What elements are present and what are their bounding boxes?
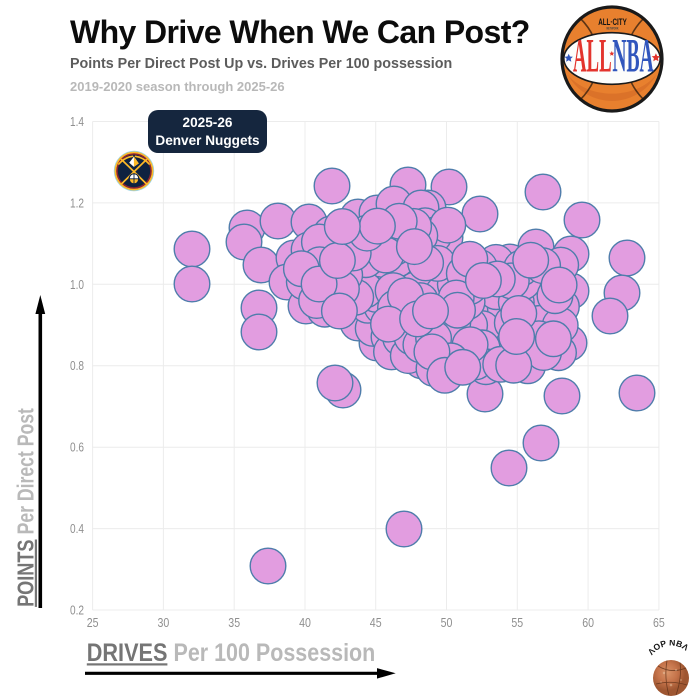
svg-text:ΛOP NBΛ: ΛOP NBΛ bbox=[646, 640, 691, 657]
svg-text:0.4: 0.4 bbox=[70, 521, 84, 536]
svg-text:35: 35 bbox=[228, 615, 240, 630]
svg-text:50: 50 bbox=[441, 615, 453, 630]
svg-text:0.8: 0.8 bbox=[70, 358, 84, 373]
svg-text:55: 55 bbox=[511, 615, 523, 630]
svg-text:65: 65 bbox=[653, 615, 665, 630]
svg-text:25: 25 bbox=[87, 615, 99, 630]
svg-text:Per 100 Possession: Per 100 Possession bbox=[174, 640, 376, 667]
svg-text:ALL·CITY: ALL·CITY bbox=[598, 17, 627, 28]
svg-text:30: 30 bbox=[158, 615, 170, 630]
svg-text:ALL: ALL bbox=[572, 29, 611, 82]
svg-text:1.2: 1.2 bbox=[70, 195, 84, 210]
svg-text:POINTS: POINTS bbox=[13, 540, 39, 607]
svg-text:1.0: 1.0 bbox=[70, 277, 84, 292]
svg-text:0.2: 0.2 bbox=[70, 603, 84, 618]
svg-text:0.6: 0.6 bbox=[70, 440, 84, 455]
svg-text:40: 40 bbox=[299, 615, 311, 630]
svg-text:Per Direct Post: Per Direct Post bbox=[13, 408, 39, 534]
svg-text:DRIVES: DRIVES bbox=[87, 640, 168, 667]
svg-text:NETWORK: NETWORK bbox=[606, 27, 618, 31]
svg-text:60: 60 bbox=[582, 615, 594, 630]
svg-text:NBA: NBA bbox=[612, 30, 653, 82]
svg-text:45: 45 bbox=[370, 615, 382, 630]
svg-text:1.4: 1.4 bbox=[70, 114, 84, 129]
